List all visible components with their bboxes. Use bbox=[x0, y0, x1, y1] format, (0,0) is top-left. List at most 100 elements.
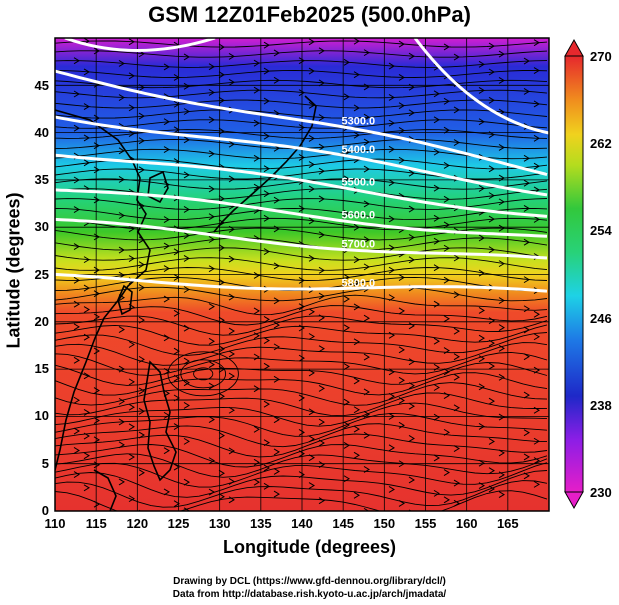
flow-arrow bbox=[533, 437, 540, 445]
flow-arrow bbox=[433, 90, 440, 98]
flow-arrow bbox=[298, 205, 305, 213]
flow-arrow bbox=[523, 204, 530, 212]
flow-arrow bbox=[443, 428, 450, 436]
streamline bbox=[55, 257, 548, 271]
flow-arrow bbox=[443, 392, 450, 400]
flow-arrow bbox=[308, 101, 315, 109]
flow-arrow bbox=[118, 176, 125, 183]
flow-arrow bbox=[308, 482, 315, 489]
flow-arrow bbox=[433, 264, 440, 272]
flow-arrow bbox=[498, 344, 505, 352]
flow-arrow bbox=[273, 297, 280, 305]
flow-arrow bbox=[73, 447, 80, 454]
flow-arrow bbox=[388, 94, 395, 101]
flow-arrow bbox=[218, 43, 225, 51]
flow-arrow bbox=[73, 206, 80, 213]
streamline bbox=[55, 490, 548, 511]
flow-arrow bbox=[363, 314, 370, 322]
flow-arrow bbox=[253, 307, 260, 315]
flow-arrow bbox=[93, 500, 100, 508]
streamline bbox=[55, 372, 548, 396]
streamline bbox=[55, 332, 548, 356]
flow-arrow bbox=[498, 297, 505, 304]
flow-arrow bbox=[488, 42, 495, 50]
streamline bbox=[55, 324, 548, 346]
flow-arrow bbox=[433, 148, 440, 156]
flow-arrow bbox=[343, 295, 350, 303]
flow-arrow bbox=[353, 71, 360, 79]
flow-arrow bbox=[263, 97, 270, 105]
flow-arrow bbox=[173, 248, 180, 256]
flow-arrow bbox=[253, 119, 260, 127]
flow-arrow bbox=[498, 413, 505, 421]
flow-arrow bbox=[298, 324, 305, 332]
flow-arrow bbox=[93, 166, 100, 174]
flow-arrow bbox=[263, 464, 270, 472]
flow-arrow bbox=[218, 432, 225, 439]
flow-arrow bbox=[408, 382, 415, 390]
flow-arrow bbox=[208, 416, 215, 424]
flow-arrow bbox=[363, 466, 370, 473]
flow-arrow bbox=[298, 354, 305, 362]
flow-arrow bbox=[273, 321, 280, 329]
streamline bbox=[55, 402, 548, 427]
flow-arrow bbox=[443, 43, 450, 51]
streamline bbox=[55, 247, 548, 261]
flow-arrow bbox=[478, 355, 485, 363]
flow-arrow bbox=[453, 479, 460, 487]
streamline bbox=[55, 109, 548, 119]
flow-arrow bbox=[388, 331, 395, 339]
flow-arrow bbox=[273, 468, 280, 475]
flow-arrow bbox=[388, 294, 395, 302]
flow-arrow bbox=[488, 397, 495, 405]
flow-arrow bbox=[443, 315, 450, 323]
flow-arrow bbox=[398, 346, 405, 354]
flow-arrow bbox=[208, 150, 215, 158]
flow-arrow bbox=[533, 366, 540, 374]
flow-arrow bbox=[273, 448, 280, 456]
flow-arrow bbox=[218, 127, 225, 135]
flow-arrow bbox=[443, 126, 450, 134]
flow-arrow bbox=[218, 195, 225, 203]
flow-arrow bbox=[118, 246, 125, 254]
flow-arrow bbox=[398, 421, 405, 429]
colorbar-tick-label: 230 bbox=[590, 485, 612, 500]
flow-arrow bbox=[263, 362, 270, 370]
flow-arrow bbox=[388, 486, 395, 493]
flow-arrow bbox=[183, 136, 190, 144]
flow-arrow bbox=[308, 454, 315, 462]
flow-arrow bbox=[163, 242, 170, 250]
flow-arrow bbox=[173, 347, 180, 355]
flow-arrow bbox=[183, 379, 190, 387]
flow-arrow bbox=[498, 198, 505, 206]
y-axis-ticks: 0 5 10 15 20 25 30 35 40 45 bbox=[35, 78, 49, 518]
lat-tick-label: 10 bbox=[35, 408, 49, 423]
flow-arrow bbox=[478, 234, 485, 242]
flow-arrow bbox=[443, 368, 450, 376]
flow-arrow bbox=[73, 356, 80, 364]
streamline bbox=[55, 60, 548, 68]
flow-arrow bbox=[83, 284, 90, 292]
flow-arrow bbox=[183, 478, 190, 486]
flow-arrow bbox=[173, 374, 180, 382]
flow-arrow bbox=[533, 480, 540, 488]
flow-arrow bbox=[118, 397, 125, 405]
flow-arrow bbox=[318, 384, 325, 392]
flow-arrow bbox=[363, 431, 370, 439]
flow-arrow bbox=[398, 500, 405, 507]
streamline bbox=[55, 129, 548, 139]
streamline bbox=[55, 382, 548, 406]
flow-arrow bbox=[433, 300, 440, 308]
flow-arrow bbox=[263, 190, 270, 198]
flow-arrow bbox=[318, 345, 325, 353]
flow-arrow bbox=[263, 214, 270, 222]
height-contour bbox=[413, 38, 549, 135]
flow-arrow bbox=[443, 496, 450, 504]
streamline bbox=[55, 444, 548, 468]
flow-arrow bbox=[408, 169, 415, 177]
flow-arrow bbox=[183, 357, 190, 365]
flow-arrow bbox=[138, 387, 145, 395]
coastline-asia bbox=[55, 109, 151, 471]
flow-arrow bbox=[273, 416, 280, 424]
